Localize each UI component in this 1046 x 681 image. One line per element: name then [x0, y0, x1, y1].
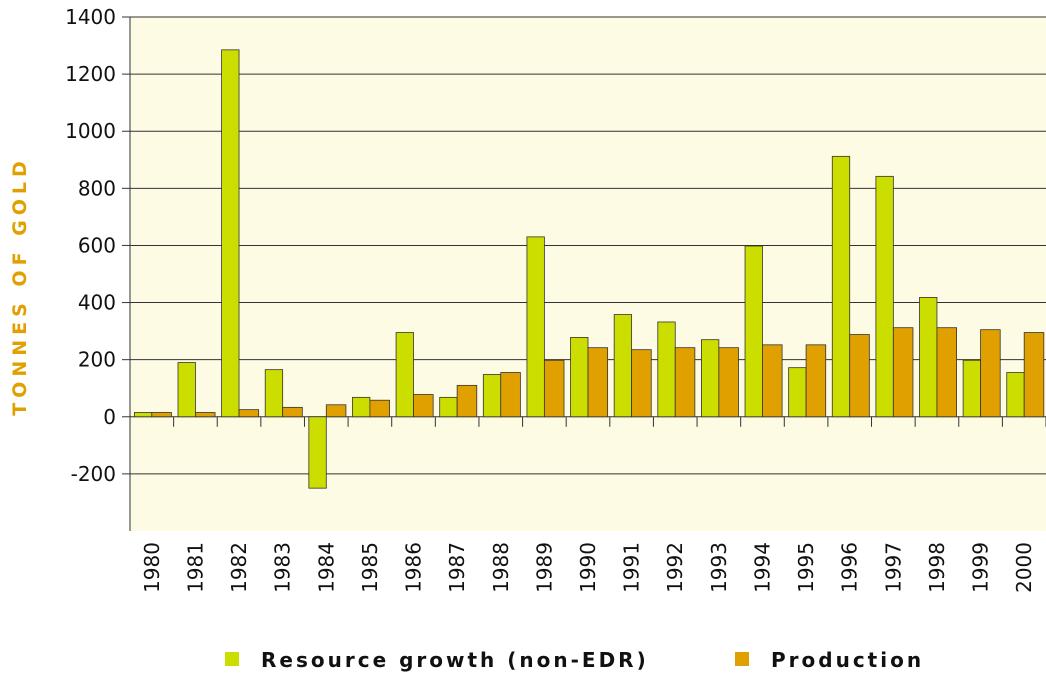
bar [762, 344, 783, 418]
x-tick-label: 1995 [794, 542, 818, 593]
legend-swatch [735, 652, 749, 666]
bar [936, 327, 957, 418]
bar [308, 416, 327, 489]
bar [570, 336, 589, 418]
x-tick-label: 1985 [358, 542, 382, 593]
bar [587, 347, 609, 418]
y-tick-label: -200 [71, 462, 116, 486]
x-tick-label: 1996 [838, 542, 862, 593]
x-tick-label: 1984 [314, 542, 338, 593]
bar [744, 245, 763, 418]
bar [805, 344, 827, 418]
bar [282, 406, 303, 418]
bar [631, 349, 652, 418]
bar [395, 332, 414, 418]
bar [674, 347, 696, 418]
bar [788, 367, 807, 418]
x-tick-label: 1990 [576, 542, 600, 593]
bar [875, 175, 894, 418]
x-tick-label: 1982 [227, 542, 251, 593]
x-tick-label: 1999 [969, 542, 993, 593]
y-tick-label: 1400 [65, 5, 116, 29]
bar [369, 399, 390, 418]
x-tick-label: 1981 [183, 542, 207, 593]
bar [238, 409, 260, 418]
x-tick-label: 1997 [881, 542, 905, 593]
bar [919, 297, 938, 418]
bar [325, 404, 347, 418]
bar [264, 369, 284, 418]
x-tick-label: 1998 [925, 542, 949, 593]
x-tick-label: 1994 [750, 542, 774, 593]
bar [718, 347, 739, 418]
bar [500, 372, 521, 418]
x-tick-label: 1993 [707, 542, 731, 593]
plot-background [130, 17, 1046, 531]
bar [439, 396, 458, 418]
y-tick-label: 1200 [65, 62, 116, 86]
bar [613, 314, 633, 418]
y-tick-label: 1000 [65, 119, 116, 143]
bar [195, 412, 216, 418]
bar [980, 329, 1001, 418]
y-tick-label: 800 [78, 176, 116, 200]
legend-label: Resource growth (non-EDR) [261, 648, 649, 672]
bar [1006, 372, 1025, 418]
x-tick-label: 1989 [532, 542, 556, 593]
y-axis-label: TONNES OF GOLD [9, 156, 31, 416]
y-tick-label: 200 [78, 348, 116, 372]
bar [221, 49, 240, 418]
bar [892, 327, 914, 418]
x-tick-label: 1992 [663, 542, 687, 593]
bar [177, 362, 196, 418]
bar [543, 359, 565, 418]
x-tick-label: 1991 [620, 542, 644, 593]
x-tick-label: 2000 [1012, 542, 1036, 593]
bar [151, 412, 172, 418]
bar [413, 394, 434, 418]
bar [831, 155, 851, 418]
bar [482, 374, 502, 418]
x-tick-label: 1986 [402, 542, 426, 593]
bar [526, 236, 545, 418]
y-tick-label: 400 [78, 291, 116, 315]
bar [657, 321, 676, 418]
bar [701, 339, 720, 418]
bar [352, 396, 371, 418]
x-tick-label: 1980 [140, 542, 164, 593]
bar [1023, 332, 1045, 418]
legend-label: Production [771, 648, 924, 672]
x-tick-label: 1987 [445, 542, 469, 593]
bar [456, 384, 478, 418]
bar [133, 412, 153, 418]
x-tick-label: 1988 [489, 542, 513, 593]
y-tick-label: 0 [103, 405, 116, 429]
bar [849, 334, 870, 418]
legend-swatch [225, 652, 239, 666]
x-tick-label: 1983 [271, 542, 295, 593]
bar [962, 359, 981, 418]
y-tick-label: 600 [78, 233, 116, 257]
